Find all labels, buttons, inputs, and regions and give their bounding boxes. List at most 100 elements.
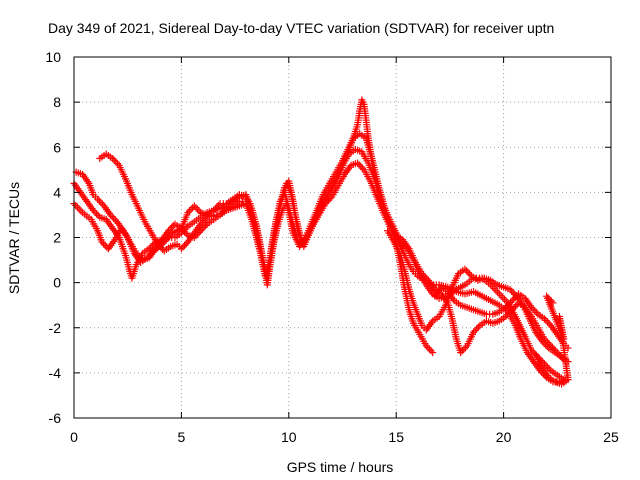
data-point-interp bbox=[508, 287, 516, 295]
data-point-interp bbox=[358, 164, 366, 172]
y-tick-label: -6 bbox=[49, 410, 62, 426]
data-point-interp bbox=[97, 199, 105, 207]
data-point-interp bbox=[458, 347, 466, 355]
data-point-interp bbox=[544, 318, 552, 326]
y-tick-label: 8 bbox=[53, 94, 61, 110]
data-point bbox=[543, 292, 551, 300]
data-point bbox=[165, 227, 173, 235]
data-point-interp bbox=[545, 365, 553, 373]
data-point-interp bbox=[421, 273, 429, 281]
data-point-interp bbox=[541, 341, 549, 349]
data-point bbox=[540, 315, 548, 323]
data-point-interp bbox=[427, 347, 435, 355]
y-tick-label: 0 bbox=[53, 275, 61, 291]
data-point-interp bbox=[182, 224, 190, 232]
data-point-interp bbox=[540, 339, 548, 347]
data-point-interp bbox=[461, 343, 469, 351]
y-axis-label: SDTVAR / TECUs bbox=[6, 182, 22, 294]
data-point bbox=[354, 159, 362, 167]
data-point bbox=[94, 195, 102, 203]
y-tick-label: 4 bbox=[53, 184, 61, 200]
data-point bbox=[528, 303, 536, 311]
axis-ticks bbox=[73, 56, 612, 419]
data-point-interp bbox=[466, 270, 474, 278]
chart-title: Day 349 of 2021, Sidereal Day-to-day VTE… bbox=[48, 20, 554, 36]
data-point-interp bbox=[150, 240, 158, 248]
data-point-interp bbox=[168, 223, 176, 231]
data-point bbox=[132, 249, 140, 257]
data-point-interp bbox=[474, 323, 482, 331]
data-point-interp bbox=[547, 297, 555, 305]
data-point bbox=[422, 342, 430, 350]
data-point bbox=[197, 220, 205, 228]
data-point-interp bbox=[179, 227, 187, 235]
data-point-interp bbox=[544, 294, 552, 302]
data-point-interp bbox=[202, 222, 210, 230]
gridlines bbox=[74, 57, 611, 418]
data-point-interp bbox=[420, 271, 428, 279]
x-axis-label: GPS time / hours bbox=[287, 459, 394, 475]
data-point-interp bbox=[198, 218, 206, 226]
data-point-interp bbox=[166, 225, 174, 233]
data-point bbox=[98, 238, 106, 246]
data-point-interp bbox=[148, 241, 156, 249]
data-point-interp bbox=[181, 226, 189, 234]
data-points bbox=[70, 96, 572, 388]
data-point-interp bbox=[503, 302, 511, 310]
data-point-interp bbox=[94, 212, 102, 220]
data-point-interp bbox=[192, 204, 200, 212]
data-point-interp bbox=[507, 307, 515, 315]
data-point-interp bbox=[112, 158, 120, 166]
series-track-7 bbox=[532, 292, 572, 388]
data-point bbox=[190, 202, 198, 210]
data-point bbox=[107, 211, 115, 219]
data-point bbox=[502, 303, 510, 311]
data-point-interp bbox=[505, 309, 513, 317]
data-point-interp bbox=[93, 210, 101, 218]
data-point-interp bbox=[505, 300, 513, 308]
data-point-interp bbox=[110, 156, 118, 164]
data-point bbox=[461, 265, 469, 273]
data-point-interp bbox=[200, 217, 208, 225]
series-track-6 bbox=[384, 227, 572, 366]
data-point bbox=[508, 306, 516, 314]
x-tick-label: 25 bbox=[603, 429, 619, 445]
data-point-interp bbox=[473, 325, 481, 333]
x-tick-label: 20 bbox=[496, 429, 512, 445]
data-point bbox=[89, 206, 97, 214]
data-point-interp bbox=[425, 345, 433, 353]
data-point-interp bbox=[195, 207, 203, 215]
data-point-interp bbox=[509, 289, 517, 297]
y-tick-label: 6 bbox=[53, 139, 61, 155]
data-point-interp bbox=[529, 305, 537, 313]
data-point-interp bbox=[108, 213, 116, 221]
y-tick-label: -4 bbox=[49, 365, 62, 381]
y-tick-label: -2 bbox=[49, 320, 62, 336]
x-tick-label: 0 bbox=[70, 429, 78, 445]
data-point bbox=[109, 155, 117, 163]
data-point-interp bbox=[463, 267, 471, 275]
y-tick-label: 10 bbox=[45, 49, 61, 65]
data-point-interp bbox=[511, 302, 519, 310]
data-point bbox=[457, 349, 465, 357]
data-point-interp bbox=[471, 327, 479, 335]
data-point-interp bbox=[100, 240, 108, 248]
data-point bbox=[549, 299, 557, 307]
data-point bbox=[502, 312, 510, 320]
data-point bbox=[528, 346, 536, 354]
data-point bbox=[538, 337, 546, 345]
data-point-interp bbox=[355, 161, 363, 169]
data-point bbox=[418, 270, 426, 278]
x-tick-label: 10 bbox=[281, 429, 297, 445]
data-point-interp bbox=[157, 244, 165, 252]
data-point bbox=[506, 285, 514, 293]
data-point-interp bbox=[464, 268, 472, 276]
data-point-interp bbox=[542, 316, 550, 324]
data-point-interp bbox=[531, 307, 539, 315]
data-point-interp bbox=[503, 311, 511, 319]
data-point-interp bbox=[113, 160, 121, 168]
data-point-interp bbox=[91, 208, 99, 216]
data-point bbox=[508, 297, 516, 305]
x-tick-label: 15 bbox=[388, 429, 404, 445]
